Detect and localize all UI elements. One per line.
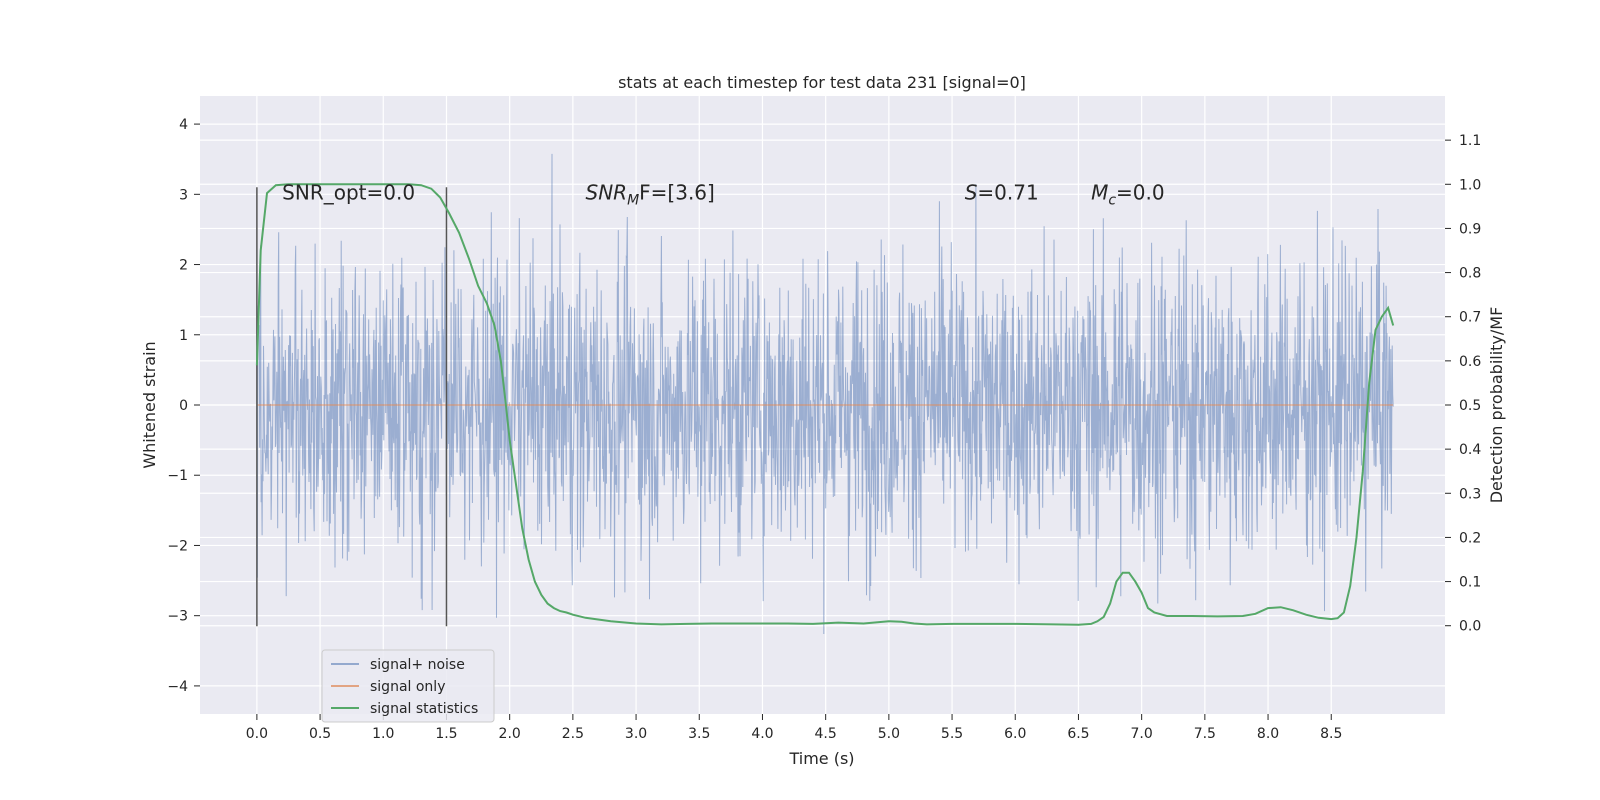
x-tick-label: 8.0	[1257, 726, 1279, 742]
y2-tick-label: 0.7	[1459, 310, 1481, 326]
legend-item-noise-label: signal+ noise	[370, 657, 465, 673]
y2-tick-label: 0.2	[1459, 530, 1481, 546]
y-tick-label: −2	[167, 538, 188, 554]
legend-item-statistics-label: signal statistics	[370, 701, 478, 717]
x-tick-label: 6.5	[1067, 726, 1089, 742]
annotation-snr-mf: SNRMF=[3.6]	[586, 180, 715, 208]
y-tick-label: 1	[179, 328, 188, 344]
annotation-text: SNR_opt=0.0	[282, 180, 415, 204]
series-layer	[255, 153, 1395, 635]
y2-tick-label: 0.3	[1459, 486, 1481, 502]
x-tick-label: 7.5	[1194, 726, 1216, 742]
y2-tick-label: 0.0	[1459, 619, 1481, 635]
x-tick-label: 1.0	[372, 726, 394, 742]
annotation-subscript: c	[1108, 192, 1116, 208]
x-axis-label: Time (s)	[788, 749, 854, 768]
annotation-value: =0.71	[977, 180, 1038, 204]
legend: signal+ noise signal only signal statistic…	[321, 649, 495, 723]
annotation-snr-opt: SNR_opt=0.0	[282, 180, 415, 204]
y-tick-label: 4	[179, 117, 188, 133]
annotation-value: =0.0	[1116, 180, 1165, 204]
y2-tick-label: 1.1	[1459, 133, 1481, 149]
y-tick-label: −3	[167, 609, 188, 625]
x-tick-label: 3.5	[688, 726, 710, 742]
x-tick-label: 0.5	[309, 726, 331, 742]
annotation-value: F=[3.6]	[639, 180, 715, 204]
y2-tick-label: 0.6	[1459, 354, 1481, 370]
y-tick-label: −4	[167, 679, 188, 695]
annotation-italic: SNR	[586, 180, 628, 204]
y2-tick-label: 0.1	[1459, 575, 1481, 591]
y2-tick-label: 0.8	[1459, 266, 1481, 282]
x-tick-label: 3.0	[625, 726, 647, 742]
x-tick-label: 5.0	[878, 726, 900, 742]
annotation-s: S=0.71	[965, 180, 1039, 204]
y2-axis-label: Detection probability/MF	[1487, 307, 1506, 504]
x-tick-label: 4.0	[751, 726, 773, 742]
annotation-italic: S	[965, 180, 978, 204]
x-tick-label: 0.0	[246, 726, 268, 742]
y2-tick-label: 0.9	[1459, 221, 1481, 237]
legend-item-signal-label: signal only	[370, 679, 445, 695]
ticks-layer: 0.0 0.5 1.0 1.5 2.0 2.5 3.0 3.5 4.0 4.5 5.0 5.5 6.0 6…	[167, 117, 1481, 742]
x-tick-label: 2.0	[499, 726, 521, 742]
x-tick-label: 5.5	[941, 726, 963, 742]
y2-tick-label: 1.0	[1459, 177, 1481, 193]
y-axis-label: Whitened strain	[140, 341, 159, 468]
y2-tick-label: 0.5	[1459, 398, 1481, 414]
annotation-italic: M	[1091, 180, 1108, 204]
legend-box	[321, 649, 495, 723]
x-tick-label: 7.0	[1131, 726, 1153, 742]
y2-tick-label: 0.4	[1459, 442, 1481, 458]
statistics-line	[255, 183, 1395, 626]
annotation-subscript: M	[627, 192, 639, 208]
x-tick-label: 6.0	[1004, 726, 1026, 742]
y-tick-label: 2	[179, 258, 188, 274]
annotations: SNR_opt=0.0 SNRMF=[3.6] S=0.71 Mc=0.0	[282, 180, 1164, 208]
y-tick-label: −1	[167, 468, 188, 484]
x-tick-label: 2.5	[562, 726, 584, 742]
annotation-mc: Mc=0.0	[1091, 180, 1165, 208]
chart-title: stats at each timestep for test data 231…	[618, 73, 1026, 92]
x-tick-label: 1.5	[435, 726, 457, 742]
y-tick-label: 0	[179, 398, 188, 414]
y-tick-label: 3	[179, 187, 188, 203]
x-tick-label: 4.5	[815, 726, 837, 742]
x-tick-label: 8.5	[1320, 726, 1342, 742]
